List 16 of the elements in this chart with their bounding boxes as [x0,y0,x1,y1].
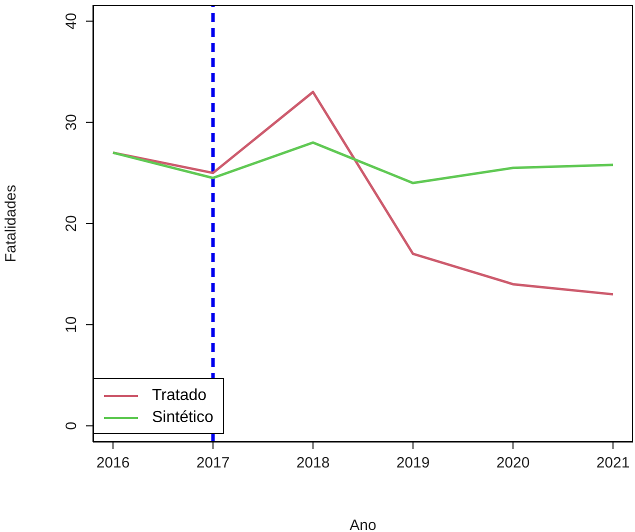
line-series [112,141,614,184]
y-tick-label: 10 [63,316,80,333]
x-tick-label: 2021 [596,454,630,472]
x-tick-label: 2017 [196,454,230,472]
y-tick-label: 30 [63,114,80,131]
legend-label: Sintético [152,409,214,427]
x-axis-title: Ano [350,517,376,532]
x-tick-label: 2016 [96,454,130,472]
y-axis-title: Fatalidades [2,184,20,262]
x-tick-label: 2020 [496,454,530,472]
x-tick-label: 2019 [396,454,430,472]
y-tick-label: 0 [63,422,80,430]
legend-label: Tratado [152,387,207,405]
y-tick-label: 20 [63,215,80,232]
y-tick-label: 40 [63,12,80,30]
x-tick-label: 2018 [296,454,330,472]
